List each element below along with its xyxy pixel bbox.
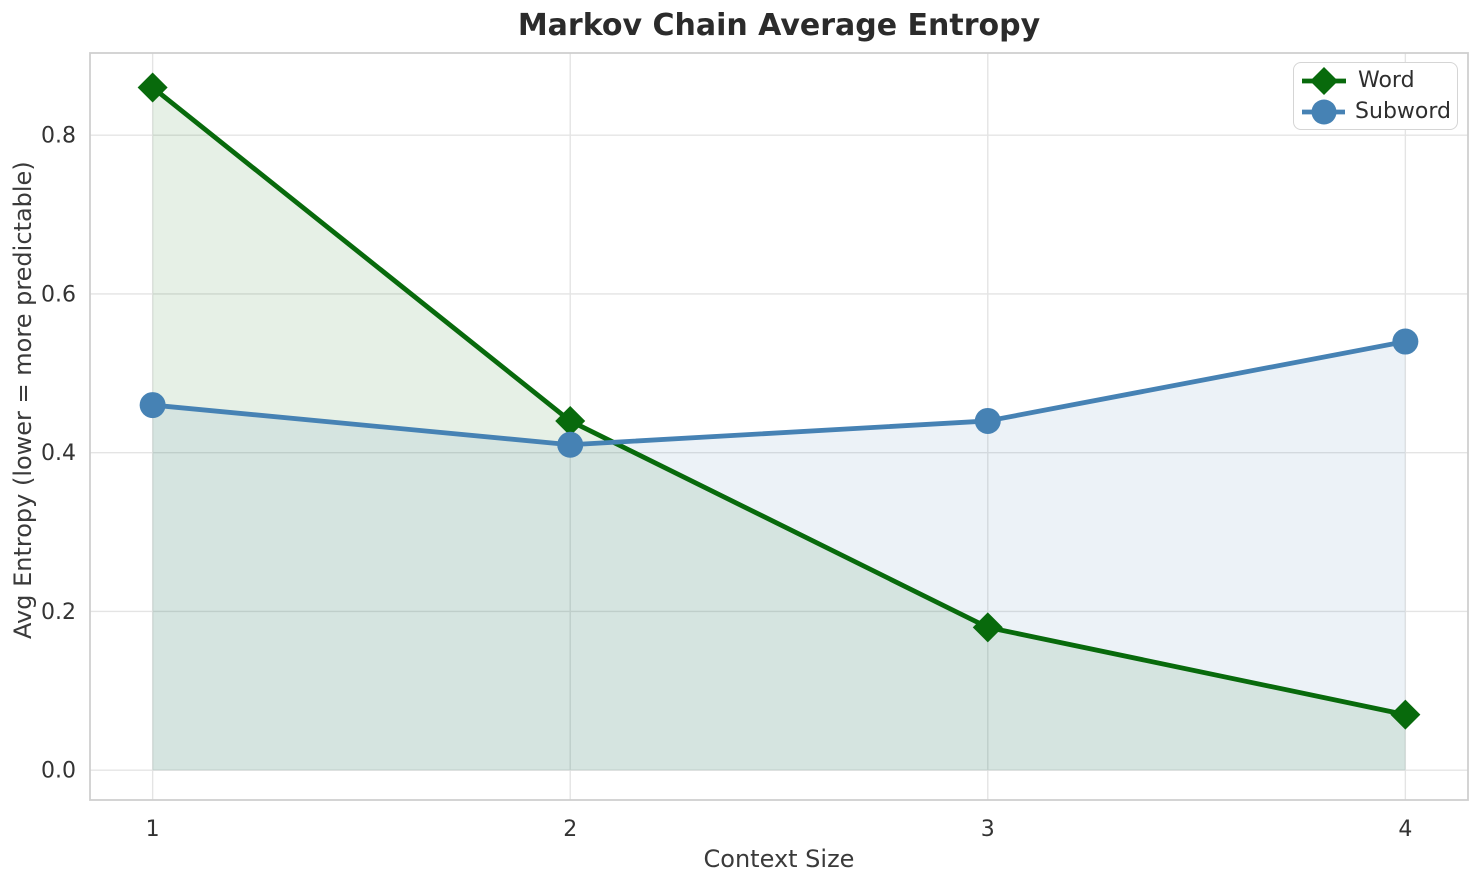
chart-title: Markov Chain Average Entropy	[517, 8, 1041, 43]
y-tick-label: 0.0	[41, 759, 76, 784]
word-marker	[972, 612, 1003, 643]
y-tick-label: 0.4	[41, 441, 76, 466]
x-tick-label: 3	[981, 817, 995, 842]
word-marker	[555, 405, 586, 436]
legend-item-subword: Subword	[1300, 97, 1451, 127]
y-tick-label: 0.8	[41, 124, 76, 149]
legend-item-word: Word	[1300, 66, 1451, 96]
word-marker	[1390, 699, 1421, 730]
subword-marker	[557, 431, 584, 458]
x-tick-label: 2	[563, 817, 577, 842]
x-tick-label: 1	[146, 817, 160, 842]
subword-area-fill	[152, 341, 1406, 771]
plot-border	[89, 52, 1469, 801]
legend-label: Word	[1358, 67, 1415, 93]
subword-marker	[139, 392, 166, 419]
y-tick-label: 0.6	[41, 282, 76, 307]
legend: Word Subword	[1293, 62, 1458, 130]
word-area-fill	[152, 87, 1406, 771]
x-axis-label: Context Size	[703, 845, 855, 873]
word-line	[150, 85, 1408, 718]
legend-label: Subword	[1355, 98, 1451, 124]
subword-line	[150, 339, 1408, 448]
word-marker	[137, 72, 168, 103]
y-axis-label: Avg Entropy (lower = more predictable)	[9, 161, 37, 639]
subword-marker	[974, 407, 1001, 434]
subword-marker	[1392, 328, 1419, 355]
word-diamond-icon	[1302, 66, 1346, 95]
y-tick-label: 0.2	[41, 600, 76, 625]
x-tick-label: 4	[1398, 817, 1412, 842]
subword-circle-icon	[1302, 99, 1346, 124]
